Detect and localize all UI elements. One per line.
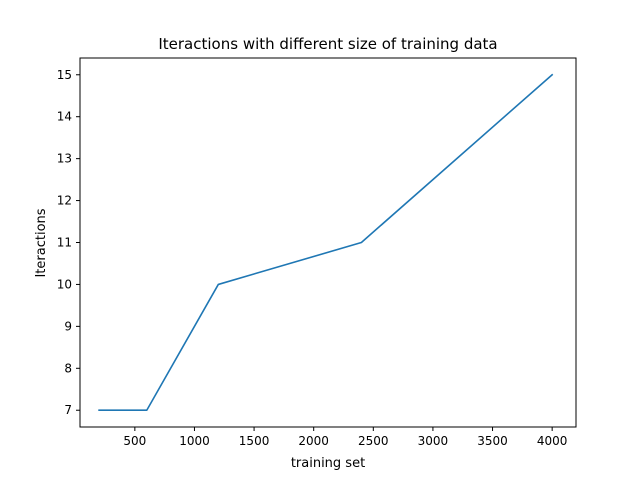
series-line <box>98 73 554 412</box>
y-tick-label: 12 <box>57 194 72 208</box>
x-tick-label: 500 <box>123 434 146 448</box>
y-tick-label: 15 <box>57 68 72 82</box>
y-axis-label: Iteractions <box>34 208 49 277</box>
x-axis: 500 1000 1500 2000 2500 3000 3500 4000 <box>123 427 567 448</box>
chart-title: Iteractions with different size of train… <box>158 35 497 53</box>
x-tick-label: 3000 <box>418 434 449 448</box>
x-axis-label: training set <box>291 456 365 471</box>
y-axis: 7 8 9 10 11 12 13 14 15 <box>57 68 80 417</box>
x-tick-label: 2000 <box>298 434 329 448</box>
y-tick-label: 10 <box>57 277 72 291</box>
x-tick-label: 1500 <box>239 434 270 448</box>
x-tick-label: 1000 <box>179 434 210 448</box>
x-tick-label: 2500 <box>358 434 389 448</box>
y-tick-label: 14 <box>57 110 72 124</box>
y-tick-label: 8 <box>64 361 72 375</box>
y-tick-label: 11 <box>57 236 72 250</box>
x-tick-label: 3500 <box>477 434 508 448</box>
y-tick-label: 7 <box>64 403 72 417</box>
y-tick-label: 13 <box>57 152 72 166</box>
x-tick-label: 4000 <box>537 434 568 448</box>
y-tick-label: 9 <box>64 319 72 333</box>
